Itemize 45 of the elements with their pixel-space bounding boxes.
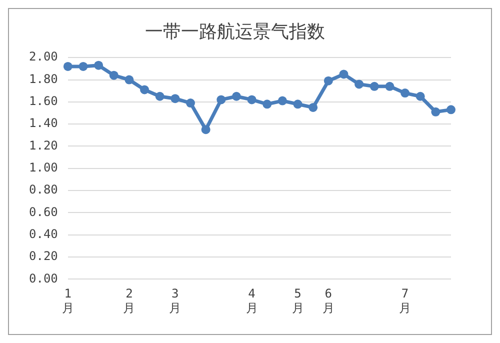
chart-title: 一带一路航运景气指数 bbox=[145, 21, 325, 42]
point bbox=[247, 95, 256, 104]
y-tick-label: 0.20 bbox=[28, 249, 58, 264]
x-tick-label: 5月 bbox=[292, 286, 304, 315]
point bbox=[94, 60, 104, 70]
y-tick-label: 0.80 bbox=[28, 182, 58, 197]
x-tick-label: 1月 bbox=[62, 286, 74, 315]
point bbox=[354, 80, 364, 89]
point bbox=[186, 98, 195, 108]
point bbox=[201, 125, 210, 134]
y-tick-label: 0.40 bbox=[28, 227, 58, 242]
point bbox=[431, 107, 440, 116]
y-tick-label: 2.00 bbox=[28, 50, 58, 64]
y-tick-label: 0.60 bbox=[28, 204, 58, 219]
point bbox=[63, 62, 72, 71]
x-tick-label: 3月 bbox=[169, 286, 182, 315]
point bbox=[216, 95, 226, 104]
point bbox=[232, 92, 241, 101]
y-tick-label: 0.00 bbox=[28, 271, 58, 286]
y-tick-label: 1.60 bbox=[28, 94, 58, 108]
x-tick-label: 4月 bbox=[246, 286, 258, 315]
x-tick-label: 7月 bbox=[399, 286, 412, 315]
x-tick-label: 2月 bbox=[123, 286, 136, 315]
point bbox=[416, 92, 425, 101]
y-tick-label: 1.00 bbox=[28, 160, 58, 175]
point bbox=[385, 82, 394, 91]
point bbox=[170, 94, 180, 104]
point bbox=[446, 105, 456, 114]
point bbox=[370, 82, 379, 91]
point bbox=[293, 100, 302, 109]
y-tick-label: 1.20 bbox=[28, 138, 58, 152]
y-tick-label: 1.40 bbox=[28, 116, 58, 130]
y-tick-label: 1.80 bbox=[28, 72, 58, 86]
point bbox=[262, 100, 272, 109]
point bbox=[109, 70, 118, 80]
point bbox=[124, 75, 134, 84]
point bbox=[400, 88, 410, 98]
point bbox=[308, 102, 318, 112]
x-tick-label: 6月 bbox=[322, 286, 334, 315]
point bbox=[339, 70, 348, 79]
point bbox=[78, 62, 88, 71]
point bbox=[155, 92, 164, 101]
point bbox=[324, 76, 333, 86]
point bbox=[278, 96, 287, 106]
point bbox=[140, 85, 150, 94]
